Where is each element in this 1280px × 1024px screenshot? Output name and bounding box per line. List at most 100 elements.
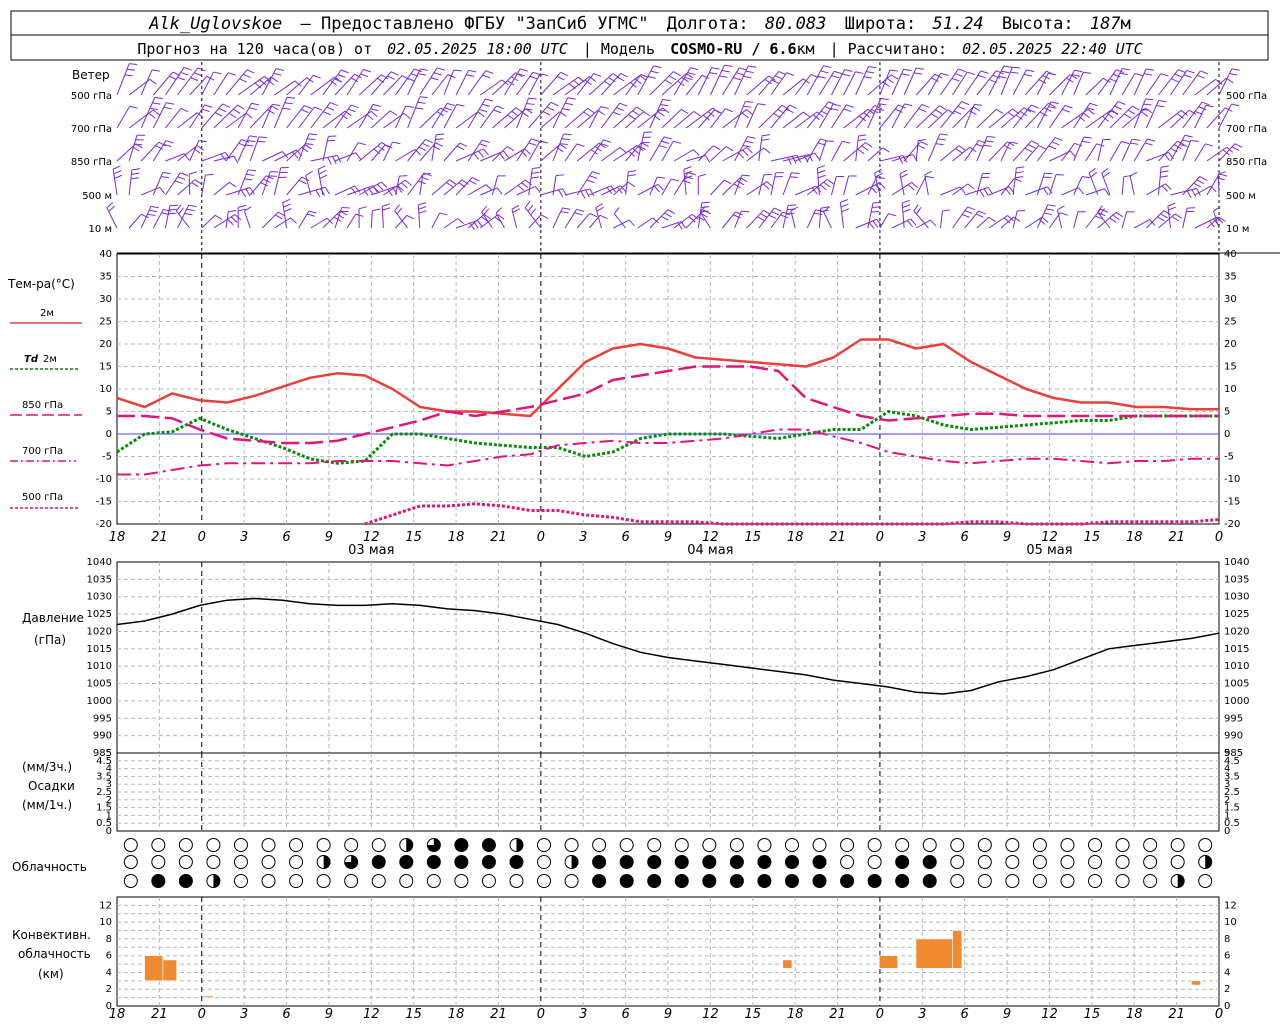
wind-barb-shaft: [310, 76, 335, 96]
cloud-symbol: [674, 874, 689, 888]
wind-barb-shaft: [128, 169, 133, 196]
wind-barb-flag: [1112, 73, 1121, 78]
wind-barb-shaft: [1133, 219, 1150, 229]
wind-barb-shaft: [964, 140, 979, 162]
wind-barb-flag: [506, 146, 515, 152]
wind-barb-flag: [313, 74, 321, 79]
wind-barb-flag: [1047, 186, 1053, 194]
wind-barb: [128, 109, 160, 129]
wind-barb: [891, 181, 918, 196]
wind-barb-flag: [842, 140, 851, 144]
wind-barb-flag: [304, 105, 312, 110]
wind-barb-shaft: [952, 71, 968, 96]
cloud-circle: [261, 838, 276, 852]
wind-barb-flag: [485, 184, 493, 191]
wind-barb: [770, 104, 798, 129]
t2m-line: [116, 338, 1219, 418]
wind-barb: [939, 209, 951, 229]
wind-barb-shaft: [831, 141, 843, 162]
wind-barb: [576, 171, 601, 196]
wind-barb-flag: [163, 208, 172, 212]
wind-barb: [1218, 103, 1240, 129]
wind-barb-flag: [628, 219, 635, 227]
wind-barb: [516, 186, 541, 196]
wind-barb-shaft: [213, 155, 235, 162]
wind-barb-flag: [842, 73, 851, 77]
wind-barb: [225, 112, 253, 129]
wind-barb-flag: [817, 169, 826, 174]
wind-barb-shaft: [697, 109, 716, 129]
wind-barb-flag: [318, 170, 327, 175]
wind-barb-flag: [205, 173, 214, 176]
wind-barb-shaft: [189, 76, 208, 96]
wind-barb: [431, 102, 455, 129]
cloud-symbol: [537, 838, 552, 852]
wind-barb: [564, 208, 585, 229]
wind-barb-flag: [882, 147, 890, 153]
cloud-symbol: [950, 874, 965, 888]
wind-barb-shaft: [823, 211, 832, 229]
wind-barb: [1158, 140, 1185, 162]
wind-barb-flag: [151, 69, 160, 72]
wind-barb-flag: [995, 108, 1004, 114]
cloud-fill-full: [730, 874, 744, 888]
wind-barb-flag: [275, 68, 284, 71]
x-date-label: 03 мая: [348, 543, 394, 558]
pressure-line: [116, 597, 1220, 695]
wind-barb: [1158, 213, 1183, 229]
wind-barb-flag: [401, 182, 408, 189]
wind-barb: [395, 68, 422, 96]
wind-barb-flag: [387, 188, 393, 197]
wind-barb-shaft: [1036, 137, 1056, 162]
wind-barb-shaft: [940, 101, 963, 129]
wind-barb: [395, 214, 415, 229]
wind-barb-shaft: [916, 219, 931, 229]
wind-barb-flag: [691, 213, 699, 220]
wind-barb: [673, 213, 699, 229]
wind-barb-flag: [1145, 98, 1154, 101]
wind-barb-flag: [307, 138, 316, 141]
wind-barb-shaft: [431, 74, 449, 96]
wind-barb-flag: [1213, 206, 1221, 212]
wind-barb: [1097, 69, 1124, 96]
wind-barb-flag: [114, 174, 123, 179]
wind-barb-shaft: [1170, 70, 1188, 96]
wind-barb-flag: [300, 109, 309, 114]
x-tick-label: 15: [744, 530, 761, 545]
wind-barb: [1088, 167, 1099, 196]
wind-barb: [913, 204, 929, 229]
wind-barb-flag: [158, 141, 167, 147]
wind-barb-flag: [761, 138, 770, 141]
cloud-circle: [867, 855, 882, 869]
x-tick-label: 15: [1084, 530, 1101, 545]
wind-barb-shaft: [346, 185, 373, 196]
wind-barb-flag: [586, 179, 595, 183]
wind-barb-flag: [1087, 108, 1095, 115]
cloud-circle: [1060, 855, 1075, 869]
wind-barb-flag: [354, 73, 362, 79]
wind-barb: [1061, 69, 1083, 96]
wind-barb-shaft: [976, 173, 983, 196]
cloud-symbol: [922, 874, 937, 888]
wind-barb: [879, 213, 897, 229]
wind-barb-flag: [899, 169, 908, 175]
wind-barb-flag: [1174, 213, 1183, 219]
wind-barb-shaft: [1036, 101, 1052, 129]
wind-barb-flag: [245, 144, 254, 147]
wind-barb-flag: [587, 107, 595, 114]
wind-barb: [346, 110, 378, 129]
wind-barb: [601, 147, 627, 162]
wind-barb-shaft: [915, 140, 919, 162]
wind-barb-flag: [743, 75, 752, 79]
wind-barb-flag: [237, 104, 245, 110]
wind-barb-shaft: [1170, 109, 1190, 129]
wind-barb-flag: [562, 108, 571, 111]
wind-barb-flag: [858, 115, 866, 122]
wind-barb: [1073, 71, 1092, 96]
cloud-fill-full: [757, 855, 771, 869]
wind-barb-flag: [1160, 73, 1169, 77]
wind-barb-flag: [1015, 114, 1023, 120]
wind-barb-shaft: [298, 210, 310, 229]
wind-barb-flag: [662, 107, 670, 114]
wind-barb: [697, 67, 720, 96]
